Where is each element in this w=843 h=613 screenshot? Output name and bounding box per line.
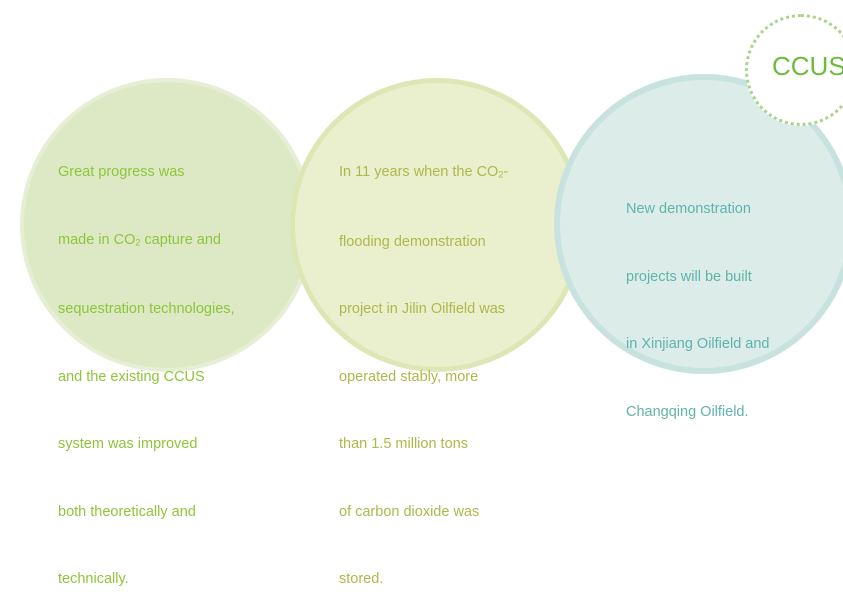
text-line: in Xinjiang Oilfield and bbox=[626, 336, 770, 352]
text-line: stored. bbox=[339, 571, 384, 588]
text-line: operated stably, more bbox=[339, 368, 479, 385]
ccus-badge bbox=[745, 14, 843, 126]
text-line: projects will be built bbox=[626, 268, 752, 285]
text-line: of carbon dioxide was bbox=[339, 503, 480, 520]
text-line: both theoretically and bbox=[58, 503, 196, 520]
ccus-badge-label: CCUS bbox=[772, 51, 843, 81]
text-line: Changqing Oilfield. bbox=[626, 403, 749, 420]
text-line: sequestration technologies, bbox=[58, 301, 235, 318]
text-line: project in Jilin Oilfield was bbox=[339, 301, 506, 318]
progress-text: Great progress was made in CO2 capture a… bbox=[58, 116, 235, 613]
text-line: made in CO2 capture and bbox=[58, 231, 221, 248]
jilin-text: In 11 years when the CO2- flooding demon… bbox=[339, 116, 508, 613]
text-line: technically. bbox=[58, 571, 129, 588]
progress-circle bbox=[20, 78, 314, 372]
text-line: than 1.5 million tons bbox=[339, 436, 468, 453]
text-line: system was improved bbox=[58, 436, 198, 453]
new-projects-text: New demonstration projects will be built… bbox=[626, 153, 769, 446]
jilin-circle bbox=[290, 78, 584, 372]
text-line: In 11 years when the CO2- bbox=[339, 164, 509, 180]
text-line: New demonstration bbox=[626, 201, 751, 217]
text-line: and the existing CCUS bbox=[58, 368, 205, 385]
text-line: flooding demonstration bbox=[339, 233, 486, 250]
text-line: Great progress was bbox=[58, 164, 185, 180]
